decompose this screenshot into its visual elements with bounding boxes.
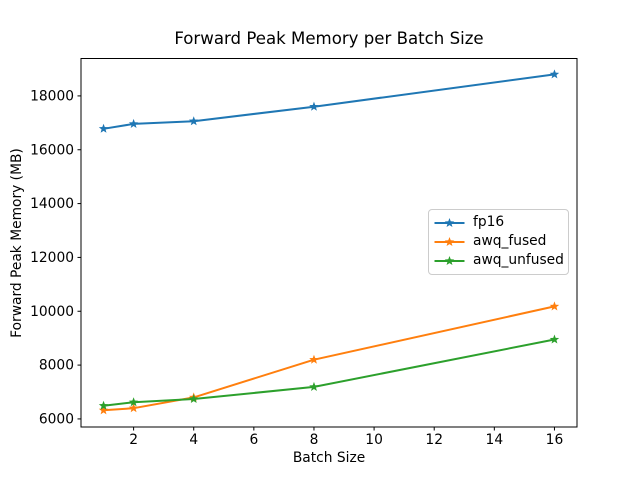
data-point-fp16: [128, 118, 139, 128]
legend-entry-awq-fused: awq_fused: [434, 232, 563, 251]
y-axis-label: Forward Peak Memory (MB): [9, 148, 25, 338]
legend-label: fp16: [473, 213, 505, 230]
plot-border: [80, 58, 578, 428]
legend-entry-fp16: fp16: [434, 213, 563, 232]
series-line-fp16: [103, 73, 555, 130]
legend-entry-awq-unfused: awq_unfused: [434, 252, 564, 271]
x-tick-label: 14: [486, 432, 504, 448]
data-point-awq_fused: [309, 354, 319, 364]
data-point-fp16: [309, 101, 319, 111]
y-tick-label: 18000: [30, 88, 74, 104]
x-tick-label: 10: [365, 432, 383, 448]
x-tick-label: 2: [129, 432, 138, 448]
x-axis-label: Batch Size: [292, 450, 366, 466]
x-tick-label: 6: [249, 432, 258, 448]
data-point-awq_unfused: [549, 334, 560, 344]
y-tick-label: 16000: [30, 142, 74, 158]
data-point-fp16: [188, 116, 199, 126]
data-point-awq_fused: [128, 403, 139, 413]
data-point-fp16: [549, 69, 560, 79]
legend-swatch: [434, 256, 465, 266]
y-tick-label: 12000: [30, 250, 74, 266]
chart-title: Forward Peak Memory per Batch Size: [174, 29, 484, 48]
x-tick-label: 12: [425, 432, 443, 448]
star-marker-icon: [444, 217, 455, 227]
data-point-awq_fused: [549, 301, 560, 311]
data-point-fp16: [98, 123, 109, 133]
x-tick-label: 16: [546, 432, 564, 448]
data-point-awq_unfused: [309, 381, 319, 391]
data-point-awq_unfused: [128, 397, 139, 407]
star-marker-icon: [444, 256, 455, 266]
star-marker-icon: [444, 236, 455, 247]
series-line-awq_fused: [103, 305, 555, 412]
series-line-awq_unfused: [103, 338, 555, 407]
legend-label: awq_unfused: [473, 252, 564, 269]
data-point-awq_unfused: [188, 394, 199, 404]
y-tick-label: 6000: [39, 411, 74, 427]
x-tick-label: 8: [310, 432, 319, 448]
legend: fp16 awq_fused awq_unfused: [428, 209, 569, 275]
legend-swatch: [434, 236, 465, 247]
legend-label: awq_fused: [473, 233, 547, 250]
y-tick-label: 10000: [30, 304, 74, 320]
y-tick-label: 14000: [30, 196, 74, 212]
y-tick-label: 8000: [39, 358, 74, 374]
legend-swatch: [434, 217, 465, 227]
data-point-awq_unfused: [98, 400, 109, 410]
data-point-awq_fused: [98, 405, 109, 415]
x-tick-label: 4: [189, 432, 198, 448]
